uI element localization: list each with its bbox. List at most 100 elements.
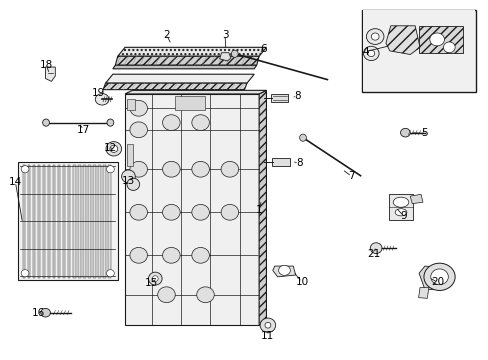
Bar [48,165,50,278]
Text: 1: 1 [255,206,262,216]
Ellipse shape [158,287,175,303]
Ellipse shape [443,42,454,53]
Text: 18: 18 [40,60,53,70]
Ellipse shape [423,263,454,291]
Text: 2: 2 [163,30,169,40]
Ellipse shape [400,129,409,137]
Ellipse shape [21,270,29,277]
Text: 11: 11 [261,331,274,341]
Bar [418,26,462,53]
Polygon shape [418,288,428,298]
Bar [62,165,65,278]
Ellipse shape [231,50,238,57]
Polygon shape [272,266,295,277]
Bar [38,165,41,278]
Ellipse shape [42,119,49,126]
Ellipse shape [191,161,209,177]
Ellipse shape [191,247,209,263]
Text: 13: 13 [122,176,135,186]
Bar [58,165,61,278]
Bar [102,165,105,278]
Polygon shape [45,67,55,81]
Ellipse shape [196,287,214,303]
Ellipse shape [369,243,381,253]
Text: 4: 4 [362,46,368,57]
Ellipse shape [106,270,114,277]
Bar [127,144,133,166]
Polygon shape [125,90,266,94]
Text: 6: 6 [260,44,267,54]
Ellipse shape [162,115,180,131]
Ellipse shape [221,204,238,220]
Ellipse shape [127,178,140,190]
Polygon shape [388,194,412,220]
Ellipse shape [130,247,147,263]
Ellipse shape [130,100,147,116]
Ellipse shape [392,197,408,207]
Ellipse shape [394,209,406,216]
Polygon shape [103,83,246,90]
Polygon shape [118,47,266,56]
Polygon shape [272,158,289,166]
Text: 8: 8 [293,91,300,101]
Text: 21: 21 [366,248,380,258]
Bar [98,165,101,278]
Polygon shape [219,53,230,61]
Bar [22,165,25,278]
Ellipse shape [370,33,378,40]
Bar [28,165,30,278]
Polygon shape [259,90,266,325]
Ellipse shape [95,94,109,105]
Polygon shape [271,94,288,102]
Text: 3: 3 [221,30,228,40]
Ellipse shape [367,50,374,57]
Text: 20: 20 [430,277,443,287]
Text: 8: 8 [295,158,302,168]
Bar [53,165,55,278]
Text: 12: 12 [103,143,117,153]
Bar [108,165,110,278]
Text: 9: 9 [399,211,406,221]
Bar [68,165,70,278]
Text: 17: 17 [77,125,90,135]
Ellipse shape [278,265,290,275]
Bar [127,99,135,110]
Ellipse shape [130,204,147,220]
Ellipse shape [21,166,29,173]
Polygon shape [418,266,448,289]
Polygon shape [18,162,118,280]
Ellipse shape [122,170,135,183]
Text: 7: 7 [348,171,354,181]
Polygon shape [385,26,419,54]
Text: 16: 16 [32,309,45,318]
Bar [93,165,95,278]
Text: 14: 14 [9,177,22,187]
Ellipse shape [191,204,209,220]
Polygon shape [125,94,259,325]
Ellipse shape [107,119,114,126]
Text: 19: 19 [91,88,104,98]
Ellipse shape [130,122,147,138]
Ellipse shape [264,322,270,328]
Ellipse shape [162,204,180,220]
Polygon shape [113,65,256,69]
Ellipse shape [106,141,122,156]
Ellipse shape [110,145,118,152]
Bar [175,96,204,110]
Text: 10: 10 [295,277,308,287]
Bar [362,10,474,91]
Bar [73,165,75,278]
Ellipse shape [191,115,209,131]
Ellipse shape [299,134,306,141]
Ellipse shape [429,33,444,46]
Ellipse shape [41,309,50,317]
Text: 5: 5 [421,129,427,138]
Bar [78,165,81,278]
Bar [361,10,475,92]
Bar [82,165,85,278]
Ellipse shape [430,269,447,285]
Polygon shape [105,74,254,83]
Text: 15: 15 [145,278,158,288]
Ellipse shape [162,161,180,177]
Ellipse shape [260,318,275,332]
